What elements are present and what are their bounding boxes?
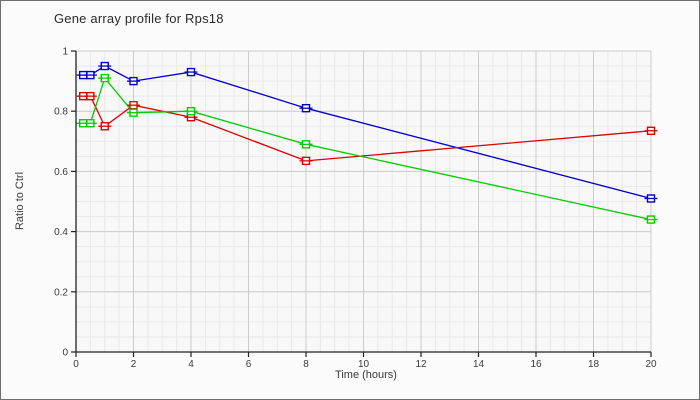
- y-tick-label: 0.4: [54, 227, 68, 238]
- x-tick-label: 2: [131, 359, 137, 370]
- y-tick-label: 0.8: [54, 107, 68, 118]
- x-tick-label: 10: [358, 359, 370, 370]
- x-tick-label: 6: [246, 359, 252, 370]
- y-tick-label: 0.2: [54, 287, 68, 298]
- y-tick-label: 1: [62, 47, 68, 58]
- x-tick-label: 12: [415, 359, 427, 370]
- x-tick-label: 16: [530, 359, 542, 370]
- y-tick-label: 0: [62, 348, 68, 359]
- chart-title: Gene array profile for Rps18: [54, 11, 224, 26]
- x-tick-label: 8: [303, 359, 309, 370]
- x-tick-label: 4: [188, 359, 194, 370]
- x-tick-label: 18: [588, 359, 600, 370]
- y-tick-label: 0.6: [54, 167, 68, 178]
- x-tick-label: 0: [73, 359, 79, 370]
- x-tick-label: 14: [473, 359, 485, 370]
- x-tick-label: 20: [645, 359, 657, 370]
- x-axis-label: Time (hours): [335, 369, 397, 381]
